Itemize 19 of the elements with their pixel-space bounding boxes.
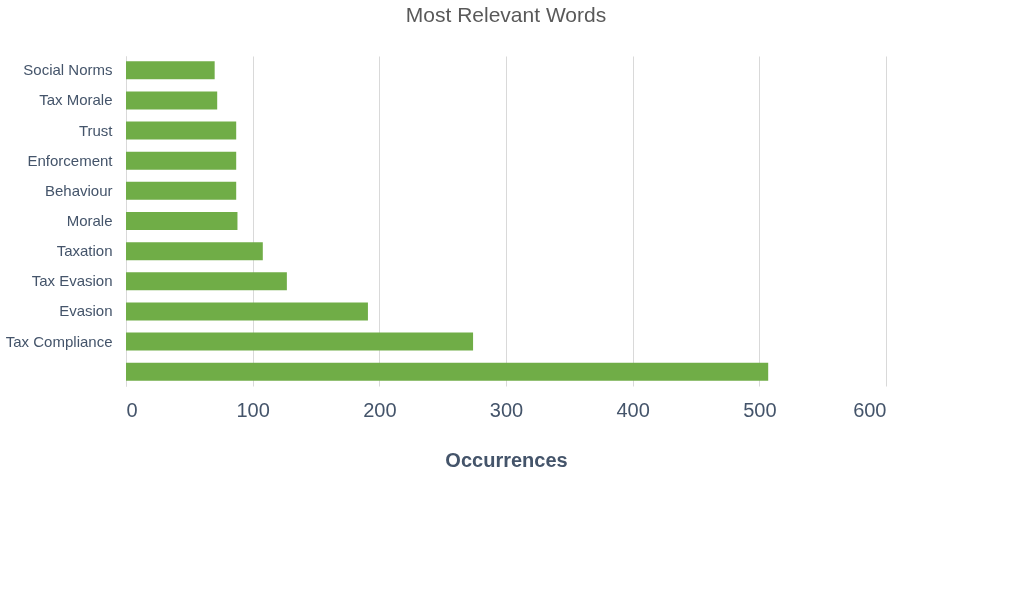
- x-tick-label: 200: [363, 398, 397, 421]
- y-tick-label: Enforcement: [27, 151, 114, 169]
- y-tick-label: Behaviour: [44, 181, 113, 199]
- x-tick-label: 400: [616, 398, 650, 421]
- y-tick-label: Social Norms: [23, 61, 113, 79]
- x-tick-label: 500: [743, 398, 777, 421]
- x-tick-label: 100: [236, 398, 270, 421]
- y-tick-label: Tax Compliance: [5, 332, 113, 350]
- y-tick-label: Trust: [78, 121, 114, 139]
- y-tick-label: Tax Morale: [39, 91, 113, 109]
- y-tick-label: Evasion: [59, 302, 113, 320]
- x-tick-label: 0: [126, 398, 138, 421]
- chart-title: Most Relevant Words: [405, 3, 607, 26]
- x-tick-label: 300: [489, 398, 524, 421]
- y-tick-label: Tax Evasion: [31, 272, 113, 290]
- x-axis-title: Occurrences: [445, 448, 568, 471]
- y-tick-label: Taxation: [56, 242, 113, 260]
- x-tick-label: 600: [853, 398, 887, 421]
- y-tick-label: Morale: [66, 212, 113, 229]
